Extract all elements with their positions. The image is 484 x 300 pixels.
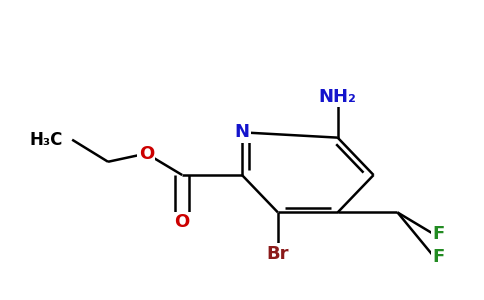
Text: NH₂: NH₂ <box>319 88 357 106</box>
Text: O: O <box>175 213 190 231</box>
Text: N: N <box>235 123 249 141</box>
Text: H₃C: H₃C <box>29 131 62 149</box>
Text: O: O <box>139 145 154 163</box>
Text: Br: Br <box>267 244 289 262</box>
Text: F: F <box>432 225 444 243</box>
Text: F: F <box>432 248 444 266</box>
